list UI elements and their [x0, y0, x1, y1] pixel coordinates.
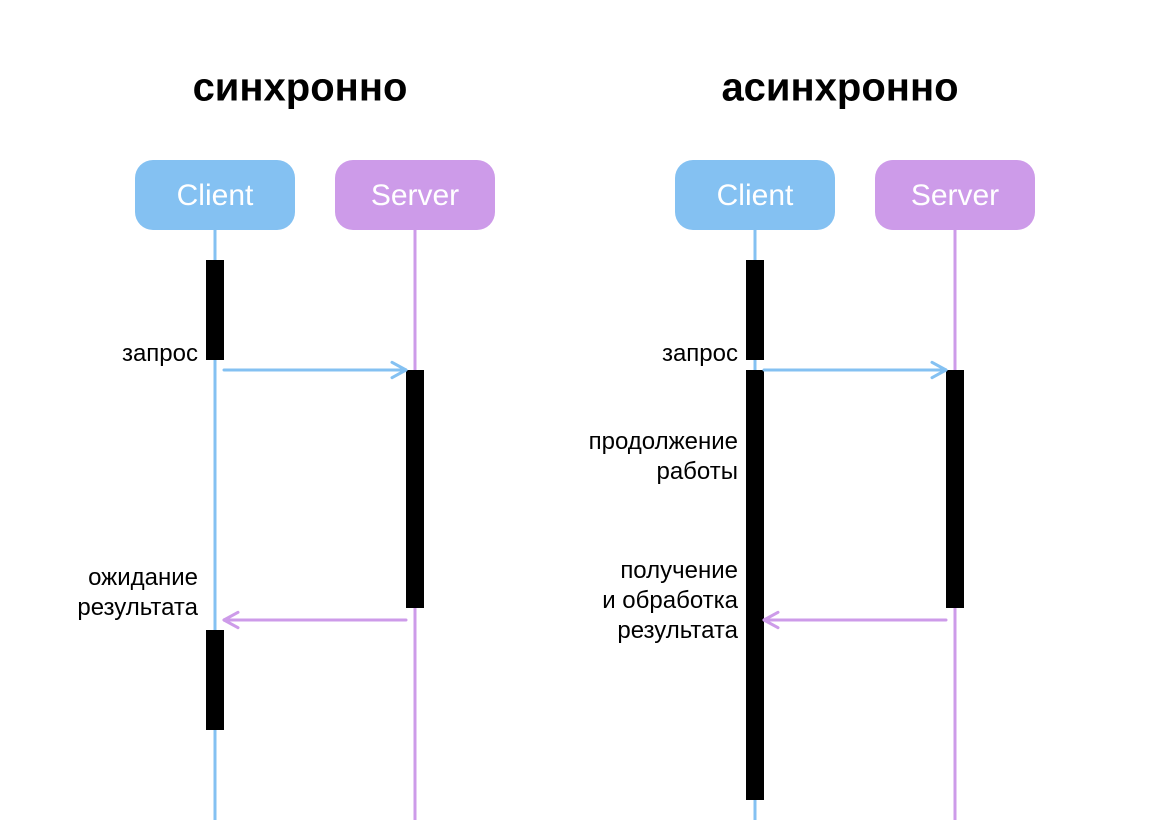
title-sync: синхронно	[193, 66, 408, 110]
activation-client	[746, 370, 764, 800]
activation-client	[746, 260, 764, 360]
message-label: продолжениеработы	[589, 428, 738, 485]
message-label: запрос	[662, 340, 738, 367]
message-label: запрос	[122, 340, 198, 367]
participant-server-label: Server	[911, 179, 999, 212]
activation-client	[206, 260, 224, 360]
participant-server-label: Server	[371, 179, 459, 212]
activation-client	[206, 630, 224, 730]
activation-server	[406, 370, 424, 608]
participant-client-label: Client	[177, 179, 254, 212]
activation-server	[946, 370, 964, 608]
participant-client-label: Client	[717, 179, 794, 212]
message-label: получениеи обработкарезультата	[602, 557, 738, 644]
title-async: асинхронно	[721, 66, 958, 110]
message-label: ожиданиерезультата	[77, 564, 198, 621]
